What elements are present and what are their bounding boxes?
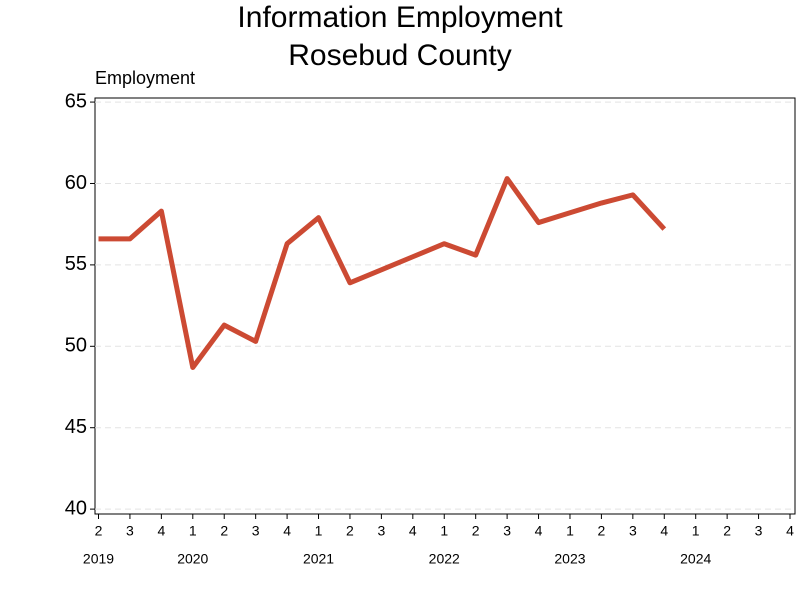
y-tick-label: 55 [65,253,87,275]
x-tick-label: 3 [629,523,637,539]
x-tick-label: 1 [566,523,574,539]
chart-subtitle: Rosebud County [288,39,511,72]
year-label: 2022 [429,551,460,567]
x-tick-label: 3 [503,523,511,539]
x-tick-label: 2 [95,523,103,539]
y-tick-label: 60 [65,172,87,194]
x-tick-label: 1 [189,523,197,539]
y-tick-label: 45 [65,416,87,438]
line-series [98,176,667,370]
x-tick-label: 4 [660,523,668,539]
y-axis-label: Employment [95,68,195,88]
y-tick-label: 40 [65,497,87,519]
x-tick-label: 4 [409,523,417,539]
x-tick-label: 1 [315,523,323,539]
x-tick-label: 4 [157,523,165,539]
x-tick-label: 2 [346,523,354,539]
x-tick-label: 4 [535,523,543,539]
y-tick-label: 50 [65,335,87,357]
x-tick-label: 4 [283,523,291,539]
y-tick-label: 65 [65,90,87,112]
year-label: 2023 [554,551,585,567]
x-tick-label: 3 [755,523,763,539]
x-tick-label: 2 [472,523,480,539]
x-tick-label: 1 [440,523,448,539]
year-label: 2019 [83,551,114,567]
plot-frame [94,97,796,515]
x-tick-label: 3 [126,523,134,539]
chart-title: Information Employment [237,1,563,34]
x-tick-label: 2 [723,523,731,539]
x-tick-label: 3 [377,523,385,539]
x-tick-label: 2 [220,523,228,539]
x-tick-label: 3 [252,523,260,539]
year-label: 2020 [177,551,208,567]
x-tick-label: 4 [786,523,794,539]
x-tick-label: 1 [692,523,700,539]
x-tick-label: 2 [598,523,606,539]
year-label: 2021 [303,551,334,567]
year-label: 2024 [680,551,711,567]
